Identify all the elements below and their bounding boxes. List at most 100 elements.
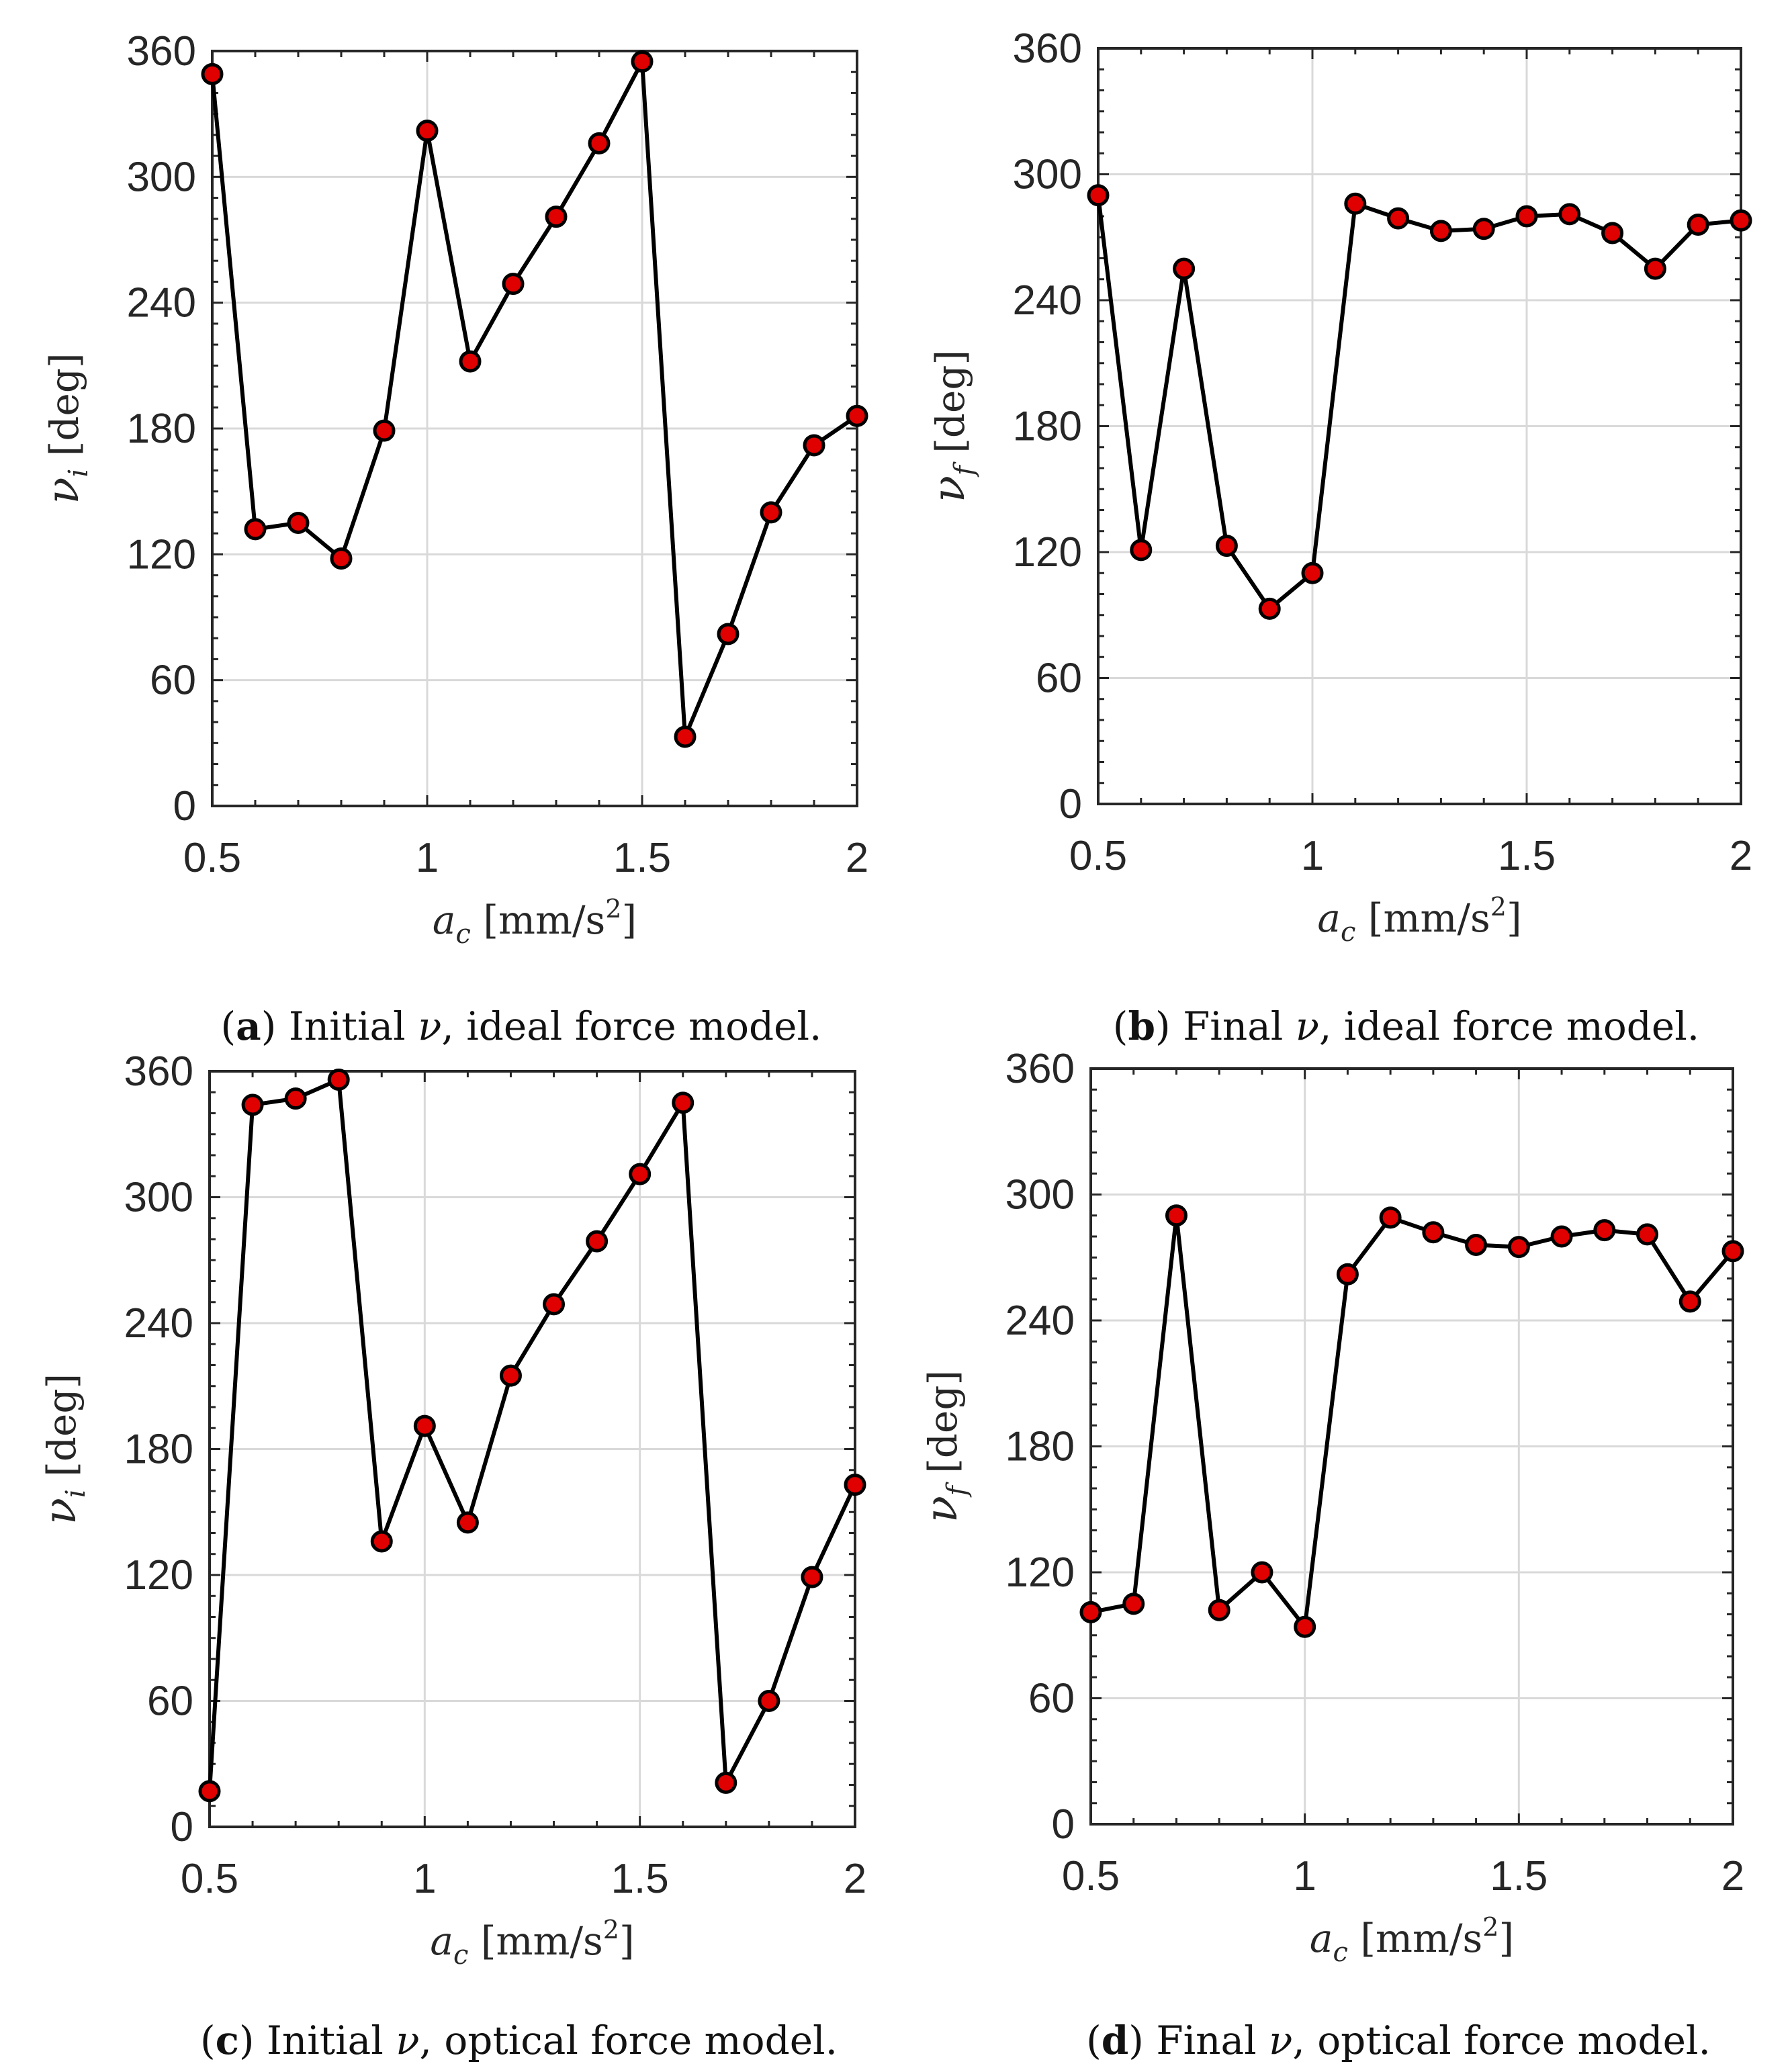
y-tick-label: 180: [124, 1427, 193, 1473]
y-tick-label: 300: [127, 154, 196, 200]
caption-b: (b) Final ν, ideal force model.: [1113, 1003, 1699, 1049]
y-label-symbol: ν: [923, 476, 975, 502]
y-tick-label: 360: [127, 28, 196, 75]
y-label-subscript: i: [63, 469, 94, 478]
data-point: [1379, 1206, 1402, 1229]
y-tick-label: 0: [1059, 781, 1082, 827]
y-tick-label: 300: [124, 1175, 193, 1221]
y-tick-label: 0: [171, 1804, 193, 1850]
data-point: [760, 501, 782, 524]
data-point: [1301, 561, 1324, 584]
y-tick-label: 240: [124, 1300, 193, 1347]
data-point: [801, 1566, 823, 1588]
caption-symbol: ν: [396, 2018, 419, 2063]
caption-d: (d) Final ν, optical force model.: [1086, 2018, 1711, 2063]
series-line: [210, 59, 858, 739]
caption-text-before: ) Final: [1155, 1003, 1296, 1049]
x-tick-label: 1: [1301, 833, 1324, 879]
caption-text-after: , optical force model.: [420, 2018, 838, 2063]
x-label-subscript: c: [455, 919, 470, 950]
series-line: [1090, 1213, 1735, 1629]
data-point: [1173, 257, 1196, 280]
data-point: [1122, 1592, 1145, 1615]
caption-text-before: ) Initial: [261, 1003, 418, 1049]
y-tick-label: 240: [127, 280, 196, 326]
data-point: [1721, 1240, 1744, 1263]
x-label-symbol: a: [430, 1918, 453, 1964]
caption-text-before: ) Final: [1128, 2018, 1269, 2063]
caption-a: (a) Initial ν, ideal force model.: [221, 1003, 822, 1049]
y-axis-label: νi [deg]: [37, 353, 94, 504]
y-tick-label: 60: [150, 658, 196, 704]
x-tick-label: 1: [1293, 1853, 1316, 1899]
x-label-close: ]: [619, 1918, 635, 1964]
y-tick-label: 0: [1052, 1801, 1075, 1848]
y-tick-label: 240: [1005, 1298, 1075, 1344]
data-point: [1730, 209, 1752, 232]
x-tick-label: 1: [416, 835, 439, 881]
data-point: [1465, 1234, 1488, 1256]
data-point: [456, 1511, 479, 1534]
axes-frame: [1097, 47, 1742, 805]
data-point: [1251, 1561, 1273, 1584]
data-point: [370, 1530, 393, 1553]
caption-open-paren: (: [221, 1003, 236, 1049]
data-point: [373, 419, 396, 442]
y-tick-label: 300: [1013, 152, 1082, 198]
x-tick-label: 1.5: [611, 1856, 669, 1902]
x-tick-label: 0.5: [181, 1856, 238, 1902]
series-line: [1096, 195, 1742, 611]
x-label-subscript: c: [453, 1940, 468, 1971]
axes-frame: [208, 1070, 856, 1828]
caption-letter: c: [216, 2018, 239, 2063]
axes-frame: [1089, 1067, 1734, 1826]
x-label-subscript: c: [1333, 1937, 1347, 1968]
y-tick-label: 360: [124, 1048, 193, 1095]
data-point: [201, 62, 224, 85]
data-point: [1336, 1263, 1359, 1286]
y-tick-label: 180: [1013, 404, 1082, 450]
x-label-close: ]: [1507, 895, 1522, 941]
data-point: [1215, 535, 1238, 557]
data-point: [631, 50, 654, 73]
y-tick-label: 180: [1005, 1424, 1075, 1470]
y-axis-label: νi [deg]: [34, 1374, 91, 1525]
x-label-superscript: 2: [603, 1915, 619, 1944]
data-point: [284, 1087, 307, 1110]
data-point: [1472, 218, 1495, 240]
axes-frame: [211, 50, 858, 807]
data-point: [1550, 1225, 1573, 1248]
x-label-unit: [mm/s: [1355, 895, 1490, 941]
caption-letter: a: [236, 1003, 261, 1049]
data-point: [1087, 184, 1110, 207]
data-point: [241, 1093, 264, 1116]
data-point: [1344, 192, 1367, 215]
y-tick-label: 60: [147, 1678, 193, 1725]
x-label-superscript: 2: [605, 894, 621, 924]
x-axis-label: ac [mm/s2]: [1317, 892, 1521, 948]
data-point: [1429, 220, 1452, 242]
data-point: [1601, 222, 1624, 244]
y-tick-label: 60: [1036, 656, 1082, 702]
caption-text-before: ) Initial: [239, 2018, 396, 2063]
y-tick-label: 60: [1028, 1676, 1075, 1722]
y-axis-label: νf [deg]: [915, 1370, 973, 1523]
x-label-symbol: a: [1310, 1916, 1333, 1961]
y-tick-label: 120: [1005, 1549, 1075, 1596]
y-label-subscript: i: [60, 1489, 91, 1498]
data-point: [1165, 1204, 1188, 1227]
y-label-unit: [deg]: [920, 1370, 966, 1486]
data-point: [545, 206, 568, 228]
x-label-unit: [mm/s: [471, 897, 605, 943]
data-point: [803, 434, 825, 457]
caption-open-paren: (: [1113, 1003, 1128, 1049]
series-line: [208, 1077, 857, 1792]
data-point: [330, 547, 353, 570]
y-axis-label: νf [deg]: [923, 350, 980, 502]
data-point: [1507, 1236, 1530, 1259]
x-tick-label: 0.5: [183, 835, 241, 881]
data-point: [1258, 597, 1281, 620]
x-tick-label: 2: [1730, 833, 1752, 879]
